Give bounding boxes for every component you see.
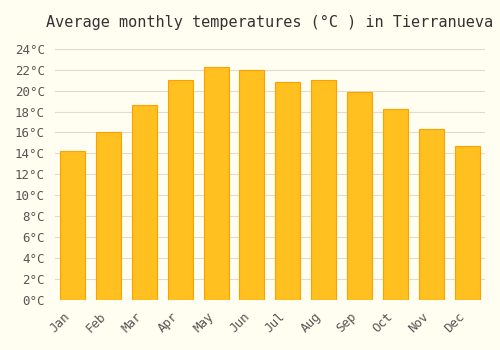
Bar <box>454 146 479 300</box>
Bar <box>383 110 408 300</box>
Bar <box>60 151 85 300</box>
Bar <box>311 80 336 300</box>
Bar <box>96 132 121 300</box>
Bar <box>418 129 444 300</box>
Bar <box>132 105 157 300</box>
Bar <box>204 68 229 300</box>
Bar <box>240 70 264 300</box>
Bar <box>347 92 372 300</box>
Bar <box>168 80 193 300</box>
Bar <box>275 82 300 300</box>
Title: Average monthly temperatures (°C ) in Tierranueva: Average monthly temperatures (°C ) in Ti… <box>46 15 494 30</box>
